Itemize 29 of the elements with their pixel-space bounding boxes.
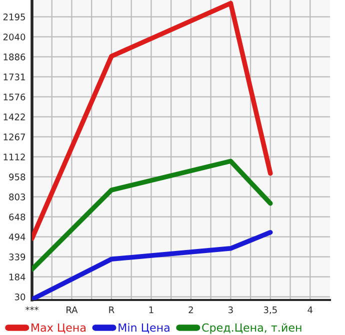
x-tick-label: RA (66, 306, 78, 314)
x-tick-label: R (109, 306, 114, 314)
y-tick-label: 1267 (4, 134, 25, 140)
y-tick-label: 648 (9, 214, 26, 220)
line-series (32, 230, 273, 300)
y-tick-label: 958 (9, 173, 26, 180)
x-tick-label: 3,5 (264, 306, 277, 314)
legend-label: Сред.Цена, т.йен (202, 323, 302, 334)
y-tick-label: 1731 (4, 74, 25, 80)
y-tick-label: 30 (14, 293, 26, 300)
x-tick-label: 2 (188, 306, 193, 314)
x-tick-label: 4 (308, 306, 312, 314)
y-tick-label: 1886 (4, 53, 26, 60)
x-tick-label: 3 (228, 306, 233, 314)
y-tick-label: 1112 (4, 154, 25, 160)
x-tick-label: *** (26, 306, 38, 311)
legend-label: Max Цена (32, 323, 86, 334)
line-series (32, 0, 273, 241)
y-tick-label: 339 (9, 254, 26, 260)
y-tick-label: 803 (9, 194, 26, 200)
y-tick-label: 1576 (4, 94, 26, 100)
legend-label: Min Цена (118, 323, 170, 334)
line-series (32, 158, 273, 272)
y-tick-label: 1422 (4, 113, 25, 120)
y-tick-label: 2040 (3, 34, 26, 40)
x-tick-label: 1 (149, 306, 154, 314)
y-tick-label: 494 (8, 233, 26, 240)
y-tick-label: 184 (10, 274, 26, 280)
y-tick-label: 2195 (3, 14, 25, 20)
